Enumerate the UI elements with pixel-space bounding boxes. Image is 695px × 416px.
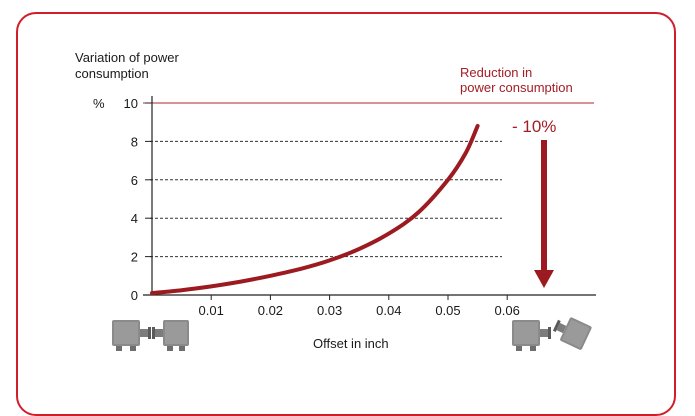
y-axis-title-line: consumption bbox=[75, 66, 149, 81]
y-unit-label: % bbox=[93, 96, 105, 111]
annotation-title: Reduction in power consumption bbox=[460, 65, 573, 95]
axes bbox=[143, 96, 596, 300]
annotation-title-line: power consumption bbox=[460, 80, 573, 95]
x-tick-label: 0.04 bbox=[376, 303, 401, 318]
series-line-power-variation bbox=[150, 124, 480, 296]
x-tick-label: 0.01 bbox=[199, 303, 224, 318]
y-tick-label: 4 bbox=[131, 211, 138, 226]
x-axis-title: Offset in inch bbox=[313, 336, 389, 351]
y-axis-title: Variation of power consumption bbox=[75, 50, 182, 81]
x-tick-label: 0.05 bbox=[435, 303, 460, 318]
x-tick-label: 0.06 bbox=[495, 303, 520, 318]
annotation-title-line: Reduction in bbox=[460, 65, 532, 80]
x-tick-label: 0.03 bbox=[317, 303, 342, 318]
y-tick-label: 8 bbox=[131, 134, 138, 149]
x-tick-label: 0.02 bbox=[258, 303, 283, 318]
chart-svg: Variation of power consumption % 0 2 4 6 8 10… bbox=[75, 50, 596, 351]
reduction-arrow-head bbox=[534, 270, 554, 288]
y-tick-label: 2 bbox=[131, 250, 138, 265]
y-tick-label: 0 bbox=[131, 288, 138, 303]
annotation-value: - 10% bbox=[512, 117, 556, 136]
y-tick-label: 10 bbox=[124, 96, 138, 111]
y-tick-labels: 0 2 4 6 8 10 bbox=[124, 96, 138, 303]
x-tick-labels: 0.01 0.02 0.03 0.04 0.05 0.06 bbox=[199, 303, 520, 318]
y-tick-label: 6 bbox=[131, 173, 138, 188]
misaligned-motor-pump-icon bbox=[512, 317, 592, 351]
aligned-motor-pump-icon bbox=[112, 320, 189, 351]
grid-lines bbox=[143, 102, 594, 258]
y-axis-title-line: Variation of power bbox=[75, 50, 179, 65]
